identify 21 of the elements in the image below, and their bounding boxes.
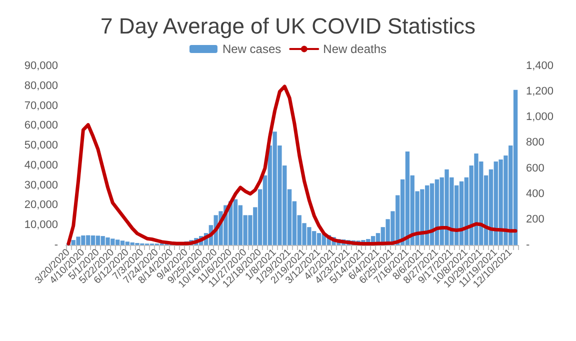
legend-label: New cases — [222, 42, 282, 56]
y2-tick-label: - — [526, 239, 530, 251]
y-tick-label: 60,000 — [24, 120, 58, 132]
y2-tick-label: 1,400 — [526, 60, 554, 72]
y-tick-label: 40,000 — [24, 159, 58, 172]
y-tick-label: 10,000 — [24, 219, 58, 232]
y2-tick-label: 1,000 — [526, 111, 554, 124]
y-tick-label: 30,000 — [24, 179, 58, 192]
y2-tick-label: 400 — [526, 188, 544, 200]
y2-tick-label: 1,200 — [526, 86, 554, 98]
chart-title: 7 Day Average of UK COVID Statistics — [100, 14, 476, 38]
legend-label: New deaths — [323, 42, 387, 56]
y-tick-label: 90,000 — [24, 60, 58, 72]
y-tick-label: 50,000 — [24, 140, 58, 152]
y2-tick-label: 600 — [526, 162, 544, 174]
y-tick-label: 20,000 — [24, 199, 58, 212]
y-tick-label: - — [54, 239, 58, 251]
y-tick-label: 80,000 — [24, 80, 58, 92]
y-tick-label: 70,000 — [24, 100, 58, 112]
y2-tick-label: 200 — [526, 213, 544, 226]
y2-tick-label: 800 — [526, 136, 544, 149]
